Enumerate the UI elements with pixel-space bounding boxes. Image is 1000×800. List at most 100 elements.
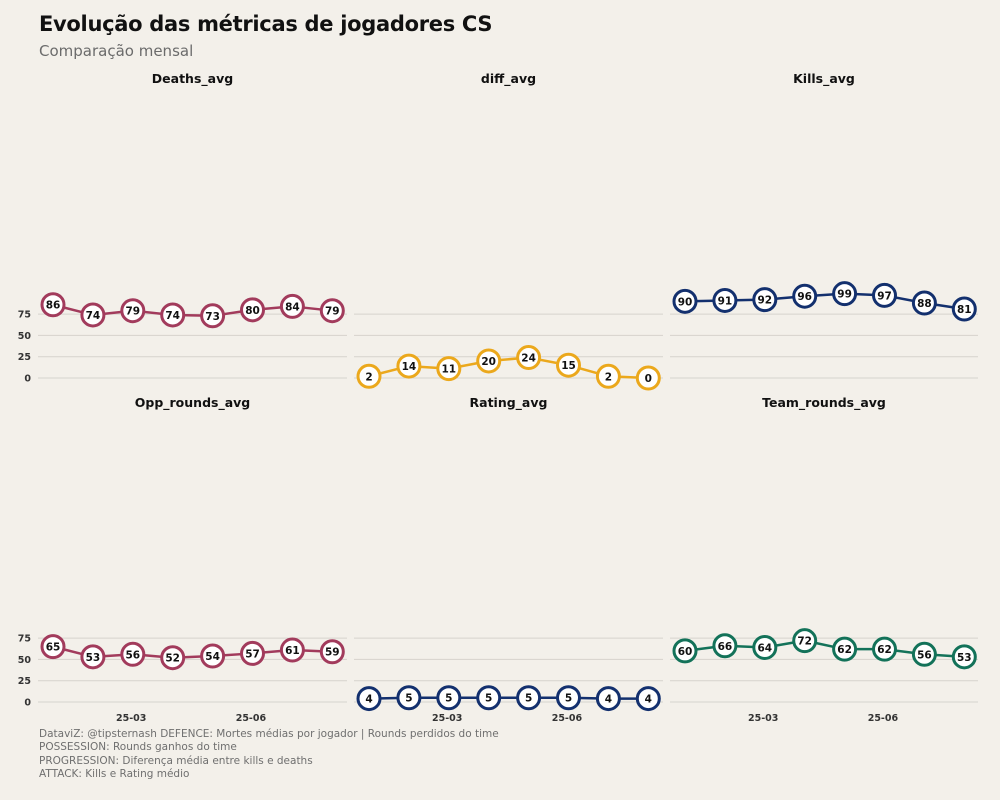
data-label-team-rounds-avg-5: 62 — [877, 644, 892, 656]
data-point-kills-avg-5 — [872, 282, 897, 308]
data-point-rating-avg-0 — [356, 686, 382, 712]
data-label-kills-avg-6: 88 — [917, 298, 932, 310]
data-point-deaths-avg-3 — [160, 302, 186, 328]
data-point-kills-avg-0 — [672, 288, 698, 314]
data-point-deaths-avg-0 — [40, 292, 66, 318]
panel-rating-avg: 25-03 25-06 Rating_avg 4 5 5 5 5 5 4 4 — [354, 395, 663, 724]
data-label-opp-rounds-avg-4: 54 — [205, 651, 220, 663]
data-label-opp-rounds-avg-5: 57 — [245, 648, 260, 660]
data-label-diff-avg-1: 14 — [402, 361, 417, 373]
data-point-diff-avg-3 — [476, 348, 502, 374]
data-point-deaths-avg-2 — [120, 298, 146, 324]
facet-title-deaths-avg: Deaths_avg — [152, 71, 233, 87]
data-label-kills-avg-5: 97 — [877, 290, 892, 302]
data-point-team-rounds-avg-4 — [832, 636, 858, 662]
data-label-team-rounds-avg-3: 72 — [797, 636, 812, 648]
data-label-rating-avg-6: 4 — [605, 694, 612, 706]
chart-title: Evolução das métricas de jogadores CS — [39, 12, 493, 36]
panel-kills-avg: Kills_avg 90 91 92 96 99 97 88 81 — [670, 71, 978, 379]
chart-caption: DataviZ: @tipsternash DEFENCE: Mortes mé… — [39, 728, 499, 781]
data-label-kills-avg-4: 99 — [837, 289, 852, 301]
data-point-team-rounds-avg-2 — [752, 634, 778, 660]
facet-title-opp-rounds-avg: Opp_rounds_avg — [135, 395, 251, 411]
data-point-rating-avg-2 — [436, 685, 462, 711]
data-point-team-rounds-avg-1 — [712, 633, 738, 659]
data-point-opp-rounds-avg-1 — [80, 644, 106, 670]
facet-title-team-rounds-avg: Team_rounds_avg — [762, 395, 886, 411]
data-point-diff-avg-5 — [556, 352, 581, 378]
data-point-diff-avg-1 — [396, 353, 422, 379]
data-label-team-rounds-avg-6: 56 — [917, 649, 932, 661]
x-tick-label-25-03: 25-03 — [748, 713, 778, 724]
data-label-rating-avg-4: 5 — [525, 693, 532, 705]
panel-team-rounds-avg: 25-03 25-06 Team_rounds_avg 60 66 64 72 62 62 56 5… — [670, 395, 978, 724]
data-label-team-rounds-avg-4: 62 — [837, 644, 852, 656]
data-label-deaths-avg-4: 73 — [205, 311, 220, 323]
x-tick-label-25-06: 25-06 — [236, 713, 267, 724]
panel-opp-rounds-avg: 0 25 50 75 25-03 25-06 Opp_rounds_avg 65 53 56 52 5… — [18, 395, 347, 724]
data-point-team-rounds-avg-7 — [951, 644, 977, 670]
data-point-rating-avg-4 — [516, 685, 542, 711]
y-tick-label-0: 0 — [24, 374, 31, 385]
caption-line-1: DataviZ: @tipsternash DEFENCE: Mortes mé… — [39, 728, 499, 740]
data-label-kills-avg-2: 92 — [757, 295, 772, 307]
caption-line-3: PROGRESSION: Diferença média entre kills… — [39, 754, 313, 767]
y-tick-label-75: 75 — [18, 310, 31, 321]
caption-line-4: ATTACK: Kills e Rating médio — [39, 767, 190, 780]
data-label-rating-avg-3: 5 — [485, 693, 492, 705]
data-label-diff-avg-4: 24 — [521, 353, 536, 365]
data-label-opp-rounds-avg-3: 52 — [165, 653, 180, 665]
data-point-kills-avg-7 — [951, 296, 977, 322]
data-label-team-rounds-avg-1: 66 — [718, 641, 733, 653]
data-point-kills-avg-3 — [792, 283, 818, 309]
data-point-team-rounds-avg-5 — [872, 636, 897, 662]
data-label-team-rounds-avg-2: 64 — [757, 642, 772, 654]
data-point-kills-avg-1 — [712, 287, 738, 313]
data-point-rating-avg-7 — [635, 686, 661, 712]
data-label-diff-avg-5: 15 — [561, 360, 576, 372]
data-point-rating-avg-3 — [476, 685, 502, 711]
x-tick-label-25-06: 25-06 — [868, 713, 899, 724]
data-label-kills-avg-1: 91 — [718, 295, 733, 307]
data-point-kills-avg-6 — [911, 290, 937, 316]
y-tick-label-25: 25 — [18, 676, 31, 687]
data-label-opp-rounds-avg-0: 65 — [46, 642, 61, 654]
y-tick-label-50: 50 — [18, 655, 32, 666]
data-point-opp-rounds-avg-4 — [200, 643, 226, 669]
y-tick-label-50: 50 — [18, 331, 32, 342]
data-point-opp-rounds-avg-5 — [240, 640, 265, 666]
y-tick-label-0: 0 — [24, 698, 31, 709]
data-point-diff-avg-0 — [356, 363, 382, 389]
data-point-opp-rounds-avg-0 — [40, 634, 66, 660]
data-label-deaths-avg-1: 74 — [86, 310, 101, 322]
data-label-opp-rounds-avg-2: 56 — [125, 649, 140, 661]
data-label-diff-avg-7: 0 — [645, 373, 652, 385]
data-point-deaths-avg-4 — [200, 303, 226, 329]
data-label-rating-avg-7: 4 — [645, 694, 652, 706]
data-label-team-rounds-avg-0: 60 — [678, 646, 693, 658]
data-point-kills-avg-2 — [752, 287, 778, 313]
data-label-rating-avg-5: 5 — [565, 693, 572, 705]
data-label-team-rounds-avg-7: 53 — [957, 652, 972, 664]
data-label-opp-rounds-avg-1: 53 — [86, 652, 101, 664]
data-point-kills-avg-4 — [832, 281, 858, 307]
data-point-opp-rounds-avg-7 — [319, 639, 345, 665]
data-point-deaths-avg-5 — [240, 297, 265, 323]
data-point-diff-avg-4 — [516, 345, 542, 371]
data-point-team-rounds-avg-0 — [672, 638, 698, 664]
data-label-rating-avg-2: 5 — [445, 693, 452, 705]
data-label-opp-rounds-avg-6: 61 — [285, 645, 300, 657]
caption-line-2: POSSESSION: Rounds ganhos do time — [39, 741, 237, 754]
data-point-deaths-avg-6 — [279, 293, 305, 319]
data-point-diff-avg-7 — [635, 365, 661, 391]
data-point-deaths-avg-7 — [319, 298, 345, 324]
data-label-deaths-avg-3: 74 — [165, 310, 180, 322]
data-label-deaths-avg-7: 79 — [325, 306, 340, 318]
data-point-team-rounds-avg-3 — [792, 628, 818, 654]
data-point-diff-avg-6 — [595, 363, 621, 389]
data-label-deaths-avg-5: 80 — [245, 305, 260, 317]
x-tick-label-25-06: 25-06 — [552, 713, 583, 724]
y-tick-label-25: 25 — [18, 352, 31, 363]
